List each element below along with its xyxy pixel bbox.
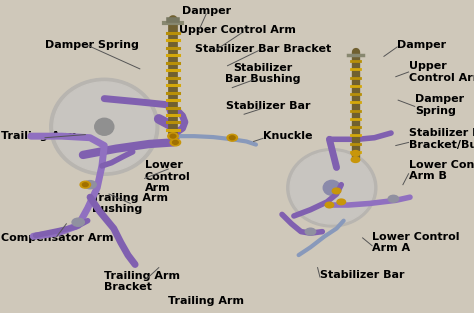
- Circle shape: [84, 181, 96, 189]
- Text: Upper
Control Arm: Upper Control Arm: [409, 61, 474, 83]
- Text: Damper Spring: Damper Spring: [45, 40, 139, 50]
- Text: Trailing Arm
Bracket: Trailing Arm Bracket: [104, 271, 180, 293]
- Circle shape: [332, 188, 341, 194]
- Text: Stabilizer Bar: Stabilizer Bar: [226, 101, 310, 111]
- Circle shape: [305, 228, 316, 235]
- Circle shape: [168, 133, 178, 140]
- Circle shape: [173, 141, 178, 144]
- Ellipse shape: [50, 78, 159, 175]
- Circle shape: [229, 136, 235, 140]
- Ellipse shape: [287, 149, 377, 227]
- Text: Stabilizer Bar: Stabilizer Bar: [320, 270, 404, 280]
- Circle shape: [170, 134, 176, 138]
- Ellipse shape: [290, 151, 374, 224]
- Circle shape: [82, 183, 88, 187]
- Text: Damper: Damper: [397, 40, 447, 50]
- Text: Stabilizer
Bar Bushing: Stabilizer Bar Bushing: [225, 63, 301, 85]
- Text: Stabilizer Bar Bracket: Stabilizer Bar Bracket: [195, 44, 331, 54]
- Circle shape: [80, 181, 91, 188]
- Circle shape: [388, 195, 399, 202]
- Circle shape: [325, 202, 334, 208]
- Text: Stabilizer Bar
Bracket/Bushing: Stabilizer Bar Bracket/Bushing: [409, 128, 474, 150]
- Text: Damper
Spring: Damper Spring: [415, 94, 464, 116]
- Circle shape: [337, 199, 346, 205]
- Ellipse shape: [323, 180, 340, 195]
- Text: Upper Control Arm: Upper Control Arm: [179, 25, 295, 35]
- Circle shape: [170, 139, 181, 146]
- Circle shape: [351, 151, 360, 156]
- Text: Lower Control
Arm A: Lower Control Arm A: [372, 232, 460, 254]
- Text: Lower Control
Arm B: Lower Control Arm B: [409, 160, 474, 182]
- Text: Damper: Damper: [182, 6, 231, 16]
- Ellipse shape: [95, 118, 114, 135]
- Text: Trailing Arm: Trailing Arm: [168, 296, 244, 306]
- Circle shape: [72, 218, 84, 226]
- Text: Trailing Arm: Trailing Arm: [1, 131, 77, 141]
- Text: Trailing Arm
Bushing: Trailing Arm Bushing: [92, 192, 168, 214]
- Circle shape: [351, 157, 360, 162]
- Circle shape: [227, 134, 237, 141]
- Ellipse shape: [54, 82, 155, 172]
- Text: Compensator Arm: Compensator Arm: [1, 233, 113, 243]
- Text: Knuckle: Knuckle: [263, 131, 312, 141]
- Text: Lower
Control
Arm: Lower Control Arm: [145, 160, 191, 193]
